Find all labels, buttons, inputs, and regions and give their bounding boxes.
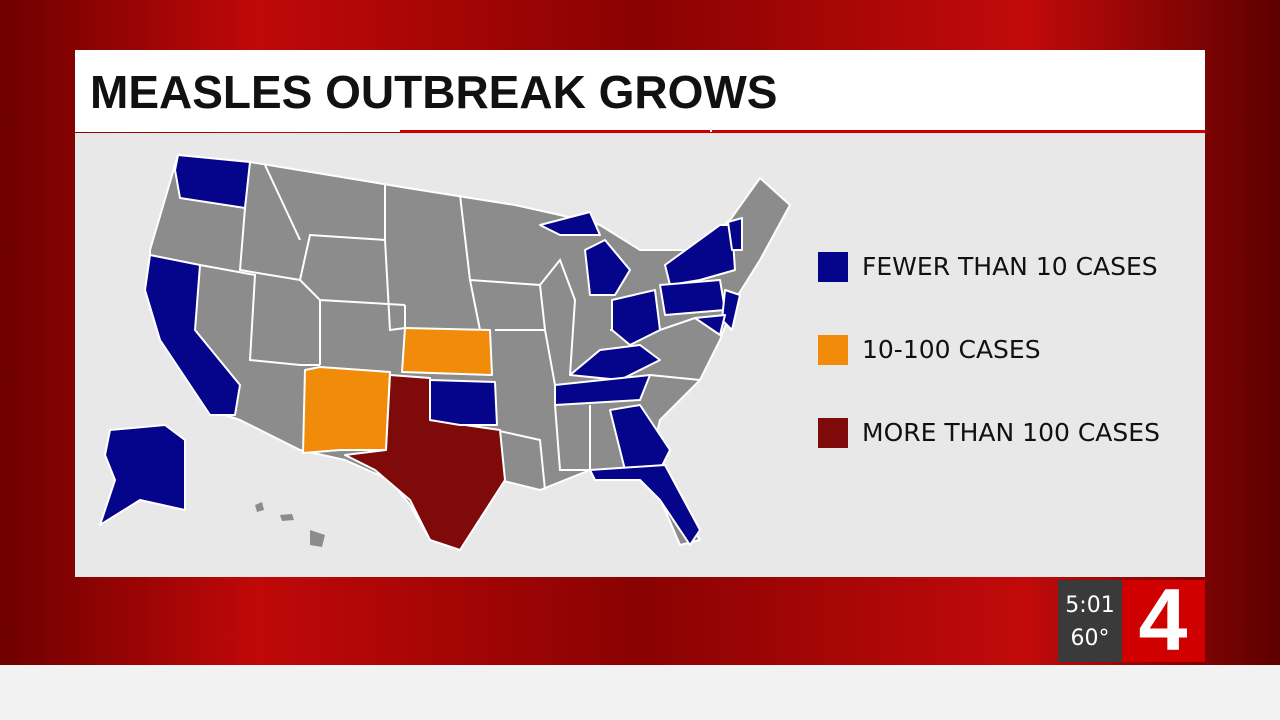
state [659,279,726,316]
legend-swatch [818,418,848,448]
legend: FEWER THAN 10 CASES 10-100 CASES MORE THAN… [818,252,1160,448]
title: MEASLES OUTBREAK GROWS [90,66,777,118]
state [584,239,631,296]
legend-label: MORE THAN 100 CASES [862,418,1160,447]
station-logo: 4 [1139,570,1188,669]
state [609,404,671,471]
state [429,379,498,426]
state [144,254,241,416]
legend-swatch [818,335,848,365]
header-rule [400,130,710,133]
state [99,424,186,526]
state [174,154,251,209]
state [721,289,741,331]
header-bar [75,50,1205,132]
state [302,366,391,454]
state [589,464,701,546]
state [310,530,325,547]
state [727,217,743,251]
header-rule [712,130,1205,133]
legend-label: FEWER THAN 10 CASES [862,252,1158,281]
logo-box [1122,580,1205,662]
state [539,211,601,236]
state-borders [199,164,701,491]
state [401,327,493,376]
clock-box [1058,580,1122,662]
legend-label: 10-100 CASES [862,335,1041,364]
state [255,502,264,512]
state [554,374,651,406]
state [611,289,661,346]
clock-time: 5:01 [1065,593,1114,618]
lower-strip [0,665,1280,720]
state [280,514,294,521]
clock-temperature: 60° [1071,626,1110,651]
state [694,314,726,336]
legend-swatch [818,252,848,282]
us-map [99,154,791,551]
